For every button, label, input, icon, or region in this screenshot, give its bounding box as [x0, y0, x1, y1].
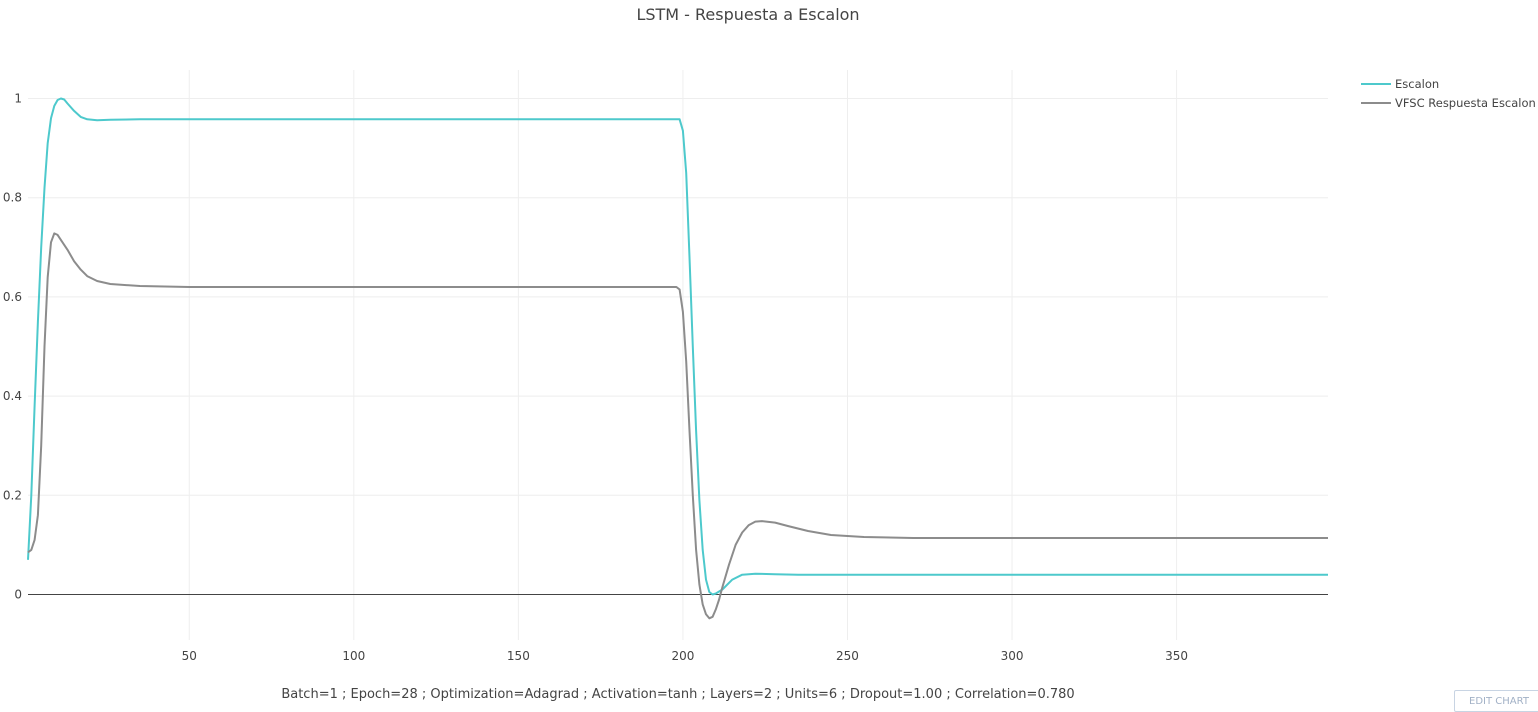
- legend-label: Escalon: [1395, 77, 1439, 91]
- x-tick-label: 200: [671, 649, 694, 663]
- y-tick-label: 0.4: [3, 389, 22, 403]
- y-tick-label: 0.6: [3, 290, 22, 304]
- x-tick-label: 250: [836, 649, 859, 663]
- x-tick-label: 100: [342, 649, 365, 663]
- legend-item[interactable]: VFSC Respuesta Escalon: [1361, 96, 1536, 110]
- grid: [28, 70, 1328, 640]
- x-tick-label: 50: [182, 649, 197, 663]
- edit-chart-button[interactable]: EDIT CHART: [1454, 690, 1538, 712]
- series-line-escalon[interactable]: [27, 97, 1328, 596]
- y-tick-label: 1: [14, 92, 22, 106]
- series-line-vfsc-respuesta-escalon[interactable]: [27, 232, 1328, 620]
- series-lines[interactable]: [27, 97, 1328, 620]
- x-tick-label: 350: [1165, 649, 1188, 663]
- chart-title: LSTM - Respuesta a Escalon: [636, 5, 859, 24]
- x-axis-label: Batch=1 ; Epoch=28 ; Optimization=Adagra…: [281, 687, 1074, 702]
- x-tick-label: 150: [507, 649, 530, 663]
- y-tick-label: 0: [14, 588, 22, 602]
- y-tick-label: 0.8: [3, 191, 22, 205]
- legend[interactable]: Escalon VFSC Respuesta Escalon: [1361, 77, 1536, 110]
- y-tick-label: 0.2: [3, 488, 22, 502]
- axis-ticks: 50 100 150 200 250 300 350 0 0.2 0.4 0.6 0.8 1: [3, 92, 1188, 664]
- x-tick-label: 300: [1001, 649, 1024, 663]
- legend-item[interactable]: Escalon: [1361, 77, 1439, 91]
- legend-label: VFSC Respuesta Escalon: [1395, 96, 1536, 110]
